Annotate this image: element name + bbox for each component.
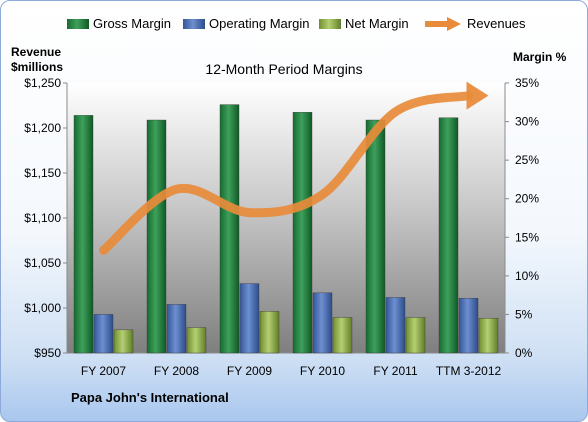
- x-axis-labels: FY 2007 FY 2008 FY 2009 FY 2010 FY 2011 TTM 3…: [81, 364, 502, 378]
- left-tick-label: $1,150: [24, 166, 61, 180]
- bar-gross-margin: [146, 119, 167, 354]
- x-tick-label: FY 2007: [81, 364, 126, 378]
- right-tick-label: 30%: [515, 115, 539, 129]
- revenue-line: [99, 91, 473, 255]
- legend-arrowhead-revenues: [447, 17, 461, 31]
- bar-gross-margin: [365, 119, 386, 354]
- left-axis-ticks: $950 $1,000 $1,050 $1,100 $1,150 $1,200 $1,250: [24, 76, 67, 360]
- bar-gross-margin: [73, 115, 94, 354]
- right-tick-label: 25%: [515, 153, 539, 167]
- bar-operating-margin: [385, 297, 406, 354]
- right-tick-label: 0%: [515, 346, 533, 360]
- bar-operating-margin: [166, 304, 187, 354]
- left-axis-title-line1: Revenue: [11, 45, 61, 59]
- footer-company-name: Papa John's International: [71, 390, 229, 405]
- revenue-line-group: [99, 81, 489, 255]
- revenue-arrowhead: [466, 81, 489, 110]
- x-tick-label: TTM 3-2012: [436, 364, 502, 378]
- bar-net-margin: [113, 329, 134, 354]
- legend-label-operating-margin: Operating Margin: [209, 16, 309, 31]
- legend-label-net-margin: Net Margin: [345, 16, 409, 31]
- bar-gross-margin: [219, 104, 240, 354]
- bar-gross-margin: [438, 117, 459, 354]
- bar-operating-margin: [312, 292, 333, 354]
- left-tick-label: $950: [34, 346, 61, 360]
- left-tick-label: $1,100: [24, 211, 61, 225]
- right-tick-label: 5%: [515, 307, 533, 321]
- left-tick-label: $1,200: [24, 121, 61, 135]
- right-tick-label: 20%: [515, 192, 539, 206]
- bar-operating-margin: [93, 314, 114, 354]
- bar-operating-margin: [458, 298, 479, 354]
- left-tick-label: $1,050: [24, 256, 61, 270]
- chart-title: 12-Month Period Margins: [205, 61, 362, 77]
- bar-net-margin: [186, 327, 207, 354]
- x-tick-label: FY 2008: [154, 364, 199, 378]
- legend-swatch-net-margin: [319, 19, 341, 29]
- left-tick-label: $1,000: [24, 301, 61, 315]
- bar-net-margin: [259, 311, 280, 354]
- bar-net-margin: [332, 317, 353, 354]
- legend-swatch-operating-margin: [183, 19, 205, 29]
- left-tick-label: $1,250: [24, 76, 61, 90]
- bar-gross-margin: [292, 112, 313, 354]
- bar-net-margin: [405, 317, 426, 354]
- bar-operating-margin: [239, 283, 260, 354]
- legend: Gross Margin Operating Margin Net Margin…: [67, 16, 526, 31]
- bar-net-margin: [478, 318, 499, 354]
- legend-label-revenues: Revenues: [467, 16, 526, 31]
- right-axis-title: Margin %: [513, 50, 567, 64]
- right-tick-label: 15%: [515, 230, 539, 244]
- x-tick-label: FY 2010: [300, 364, 345, 378]
- legend-label-gross-margin: Gross Margin: [93, 16, 171, 31]
- bars: [73, 104, 499, 354]
- legend-swatch-gross-margin: [67, 19, 89, 29]
- right-axis-ticks: 0% 5% 10% 15% 20% 25% 30% 35%: [505, 76, 539, 360]
- x-tick-label: FY 2011: [373, 364, 418, 378]
- right-tick-label: 35%: [515, 76, 539, 90]
- right-tick-label: 10%: [515, 269, 539, 283]
- left-axis-title-line2: $millions: [11, 60, 63, 74]
- x-tick-label: FY 2009: [227, 364, 272, 378]
